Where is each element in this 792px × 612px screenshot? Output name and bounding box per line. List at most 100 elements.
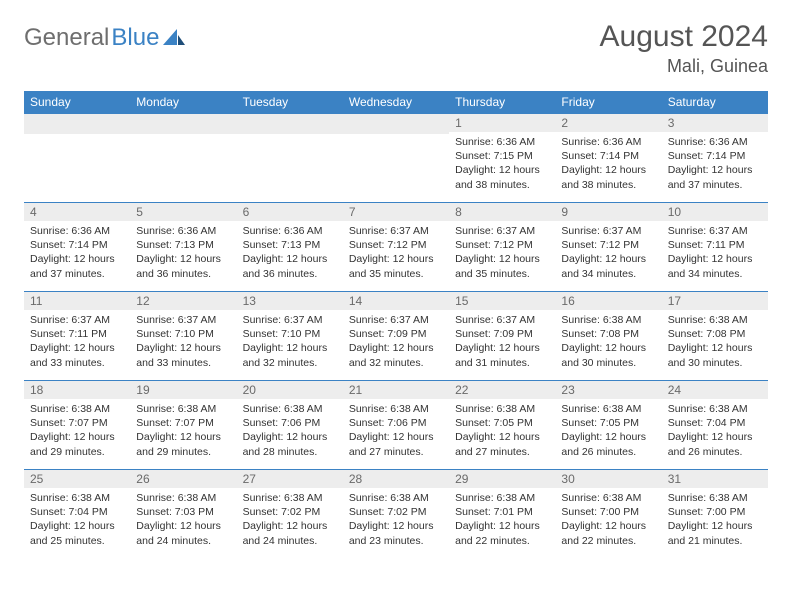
day-data: Sunrise: 6:37 AMSunset: 7:11 PMDaylight:… bbox=[24, 310, 130, 374]
weekday-header: Saturday bbox=[662, 91, 768, 114]
daylight-text: Daylight: 12 hours and 24 minutes. bbox=[243, 519, 337, 547]
day-number: 15 bbox=[449, 292, 555, 310]
daylight-text: Daylight: 12 hours and 31 minutes. bbox=[455, 341, 549, 369]
sunrise-text: Sunrise: 6:38 AM bbox=[668, 313, 762, 327]
day-data: Sunrise: 6:38 AMSunset: 7:08 PMDaylight:… bbox=[555, 310, 661, 374]
sunrise-text: Sunrise: 6:38 AM bbox=[561, 402, 655, 416]
day-data: Sunrise: 6:38 AMSunset: 7:00 PMDaylight:… bbox=[662, 488, 768, 552]
daylight-text: Daylight: 12 hours and 37 minutes. bbox=[668, 163, 762, 191]
day-data: Sunrise: 6:38 AMSunset: 7:05 PMDaylight:… bbox=[555, 399, 661, 463]
title-block: August 2024 Mali, Guinea bbox=[600, 20, 768, 77]
daylight-text: Daylight: 12 hours and 38 minutes. bbox=[455, 163, 549, 191]
day-data: Sunrise: 6:37 AMSunset: 7:11 PMDaylight:… bbox=[662, 221, 768, 285]
calendar-week-row: 1Sunrise: 6:36 AMSunset: 7:15 PMDaylight… bbox=[24, 114, 768, 203]
sunset-text: Sunset: 7:14 PM bbox=[30, 238, 124, 252]
sunrise-text: Sunrise: 6:38 AM bbox=[349, 491, 443, 505]
sunrise-text: Sunrise: 6:36 AM bbox=[561, 135, 655, 149]
day-data: Sunrise: 6:37 AMSunset: 7:09 PMDaylight:… bbox=[343, 310, 449, 374]
day-number: 25 bbox=[24, 470, 130, 488]
calendar-day-cell: 16Sunrise: 6:38 AMSunset: 7:08 PMDayligh… bbox=[555, 292, 661, 381]
day-data: Sunrise: 6:38 AMSunset: 7:06 PMDaylight:… bbox=[237, 399, 343, 463]
daylight-text: Daylight: 12 hours and 34 minutes. bbox=[561, 252, 655, 280]
sunset-text: Sunset: 7:08 PM bbox=[561, 327, 655, 341]
calendar-week-row: 4Sunrise: 6:36 AMSunset: 7:14 PMDaylight… bbox=[24, 203, 768, 292]
daylight-text: Daylight: 12 hours and 36 minutes. bbox=[136, 252, 230, 280]
weekday-header: Monday bbox=[130, 91, 236, 114]
sunrise-text: Sunrise: 6:38 AM bbox=[243, 402, 337, 416]
calendar-day-cell: 23Sunrise: 6:38 AMSunset: 7:05 PMDayligh… bbox=[555, 381, 661, 470]
day-number: 11 bbox=[24, 292, 130, 310]
sunset-text: Sunset: 7:10 PM bbox=[243, 327, 337, 341]
day-number: 28 bbox=[343, 470, 449, 488]
location: Mali, Guinea bbox=[600, 56, 768, 77]
day-data: Sunrise: 6:37 AMSunset: 7:12 PMDaylight:… bbox=[343, 221, 449, 285]
sunrise-text: Sunrise: 6:38 AM bbox=[668, 402, 762, 416]
weekday-header: Sunday bbox=[24, 91, 130, 114]
sunset-text: Sunset: 7:05 PM bbox=[455, 416, 549, 430]
sunrise-text: Sunrise: 6:36 AM bbox=[30, 224, 124, 238]
sunrise-text: Sunrise: 6:38 AM bbox=[668, 491, 762, 505]
day-number bbox=[24, 114, 130, 134]
calendar-day-cell: 31Sunrise: 6:38 AMSunset: 7:00 PMDayligh… bbox=[662, 470, 768, 559]
sunrise-text: Sunrise: 6:37 AM bbox=[455, 224, 549, 238]
calendar-day-cell: 13Sunrise: 6:37 AMSunset: 7:10 PMDayligh… bbox=[237, 292, 343, 381]
day-data: Sunrise: 6:37 AMSunset: 7:12 PMDaylight:… bbox=[555, 221, 661, 285]
sunrise-text: Sunrise: 6:37 AM bbox=[349, 313, 443, 327]
calendar-day-cell: 28Sunrise: 6:38 AMSunset: 7:02 PMDayligh… bbox=[343, 470, 449, 559]
daylight-text: Daylight: 12 hours and 35 minutes. bbox=[349, 252, 443, 280]
calendar-day-cell bbox=[130, 114, 236, 203]
calendar-day-cell: 6Sunrise: 6:36 AMSunset: 7:13 PMDaylight… bbox=[237, 203, 343, 292]
day-number: 5 bbox=[130, 203, 236, 221]
weekday-header-row: Sunday Monday Tuesday Wednesday Thursday… bbox=[24, 91, 768, 114]
daylight-text: Daylight: 12 hours and 34 minutes. bbox=[668, 252, 762, 280]
calendar-day-cell: 30Sunrise: 6:38 AMSunset: 7:00 PMDayligh… bbox=[555, 470, 661, 559]
daylight-text: Daylight: 12 hours and 22 minutes. bbox=[455, 519, 549, 547]
calendar-day-cell: 10Sunrise: 6:37 AMSunset: 7:11 PMDayligh… bbox=[662, 203, 768, 292]
calendar-day-cell: 12Sunrise: 6:37 AMSunset: 7:10 PMDayligh… bbox=[130, 292, 236, 381]
daylight-text: Daylight: 12 hours and 23 minutes. bbox=[349, 519, 443, 547]
daylight-text: Daylight: 12 hours and 29 minutes. bbox=[30, 430, 124, 458]
day-number: 20 bbox=[237, 381, 343, 399]
day-data: Sunrise: 6:38 AMSunset: 7:05 PMDaylight:… bbox=[449, 399, 555, 463]
sunrise-text: Sunrise: 6:37 AM bbox=[243, 313, 337, 327]
sunset-text: Sunset: 7:06 PM bbox=[349, 416, 443, 430]
day-data: Sunrise: 6:37 AMSunset: 7:10 PMDaylight:… bbox=[130, 310, 236, 374]
daylight-text: Daylight: 12 hours and 26 minutes. bbox=[561, 430, 655, 458]
sunrise-text: Sunrise: 6:38 AM bbox=[455, 491, 549, 505]
sunset-text: Sunset: 7:00 PM bbox=[668, 505, 762, 519]
calendar-day-cell: 15Sunrise: 6:37 AMSunset: 7:09 PMDayligh… bbox=[449, 292, 555, 381]
sunset-text: Sunset: 7:01 PM bbox=[455, 505, 549, 519]
day-number: 17 bbox=[662, 292, 768, 310]
sunrise-text: Sunrise: 6:38 AM bbox=[561, 491, 655, 505]
day-number: 30 bbox=[555, 470, 661, 488]
day-number: 27 bbox=[237, 470, 343, 488]
daylight-text: Daylight: 12 hours and 24 minutes. bbox=[136, 519, 230, 547]
calendar-day-cell: 5Sunrise: 6:36 AMSunset: 7:13 PMDaylight… bbox=[130, 203, 236, 292]
day-data: Sunrise: 6:38 AMSunset: 7:04 PMDaylight:… bbox=[24, 488, 130, 552]
day-data: Sunrise: 6:38 AMSunset: 7:02 PMDaylight:… bbox=[343, 488, 449, 552]
day-number: 7 bbox=[343, 203, 449, 221]
sunset-text: Sunset: 7:04 PM bbox=[668, 416, 762, 430]
day-number: 13 bbox=[237, 292, 343, 310]
calendar-day-cell: 26Sunrise: 6:38 AMSunset: 7:03 PMDayligh… bbox=[130, 470, 236, 559]
weekday-header: Friday bbox=[555, 91, 661, 114]
day-number: 16 bbox=[555, 292, 661, 310]
calendar-day-cell: 29 Sunrise: 6:38 AMSunset: 7:01 PMDayligh… bbox=[449, 470, 555, 559]
day-data: Sunrise: 6:38 AMSunset: 7:06 PMDaylight:… bbox=[343, 399, 449, 463]
day-number: 12 bbox=[130, 292, 236, 310]
day-number: 24 bbox=[662, 381, 768, 399]
day-number: 8 bbox=[449, 203, 555, 221]
day-number: 23 bbox=[555, 381, 661, 399]
sunset-text: Sunset: 7:06 PM bbox=[243, 416, 337, 430]
daylight-text: Daylight: 12 hours and 27 minutes. bbox=[455, 430, 549, 458]
daylight-text: Daylight: 12 hours and 36 minutes. bbox=[243, 252, 337, 280]
day-data: Sunrise: 6:36 AMSunset: 7:14 PMDaylight:… bbox=[555, 132, 661, 196]
day-number: 14 bbox=[343, 292, 449, 310]
day-number: 29 bbox=[449, 470, 555, 488]
sunrise-text: Sunrise: 6:38 AM bbox=[561, 313, 655, 327]
sunset-text: Sunset: 7:13 PM bbox=[136, 238, 230, 252]
header: GeneralBlue August 2024 Mali, Guinea bbox=[24, 20, 768, 77]
calendar-day-cell: 7Sunrise: 6:37 AMSunset: 7:12 PMDaylight… bbox=[343, 203, 449, 292]
daylight-text: Daylight: 12 hours and 27 minutes. bbox=[349, 430, 443, 458]
sunset-text: Sunset: 7:14 PM bbox=[668, 149, 762, 163]
